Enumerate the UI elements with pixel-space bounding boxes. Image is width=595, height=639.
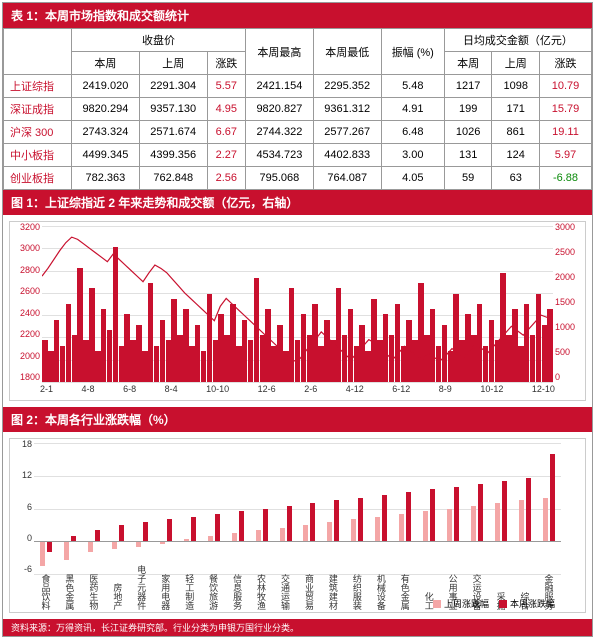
chart1-plot xyxy=(42,226,553,382)
table-row: 沪深 3002743.3242571.6746.672744.3222577.2… xyxy=(4,121,592,144)
th-vlw: 上周 xyxy=(492,52,540,75)
sector-group: 采掘 xyxy=(489,443,513,574)
sector-group: 房地产 xyxy=(106,443,130,574)
sector-group: 家用电器 xyxy=(154,443,178,574)
sector-group: 黑色金属 xyxy=(58,443,82,574)
sector-group: 食品饮料 xyxy=(34,443,58,574)
sector-group: 有色金属 xyxy=(393,443,417,574)
chart1-title: 图 1：上证综指近 2 年来走势和成交额（亿元，右轴） xyxy=(3,190,592,215)
chart1-yright: 300025002000150010005000 xyxy=(555,222,583,382)
th-amp: 振幅 (%) xyxy=(381,29,444,75)
th-vtw: 本周 xyxy=(444,52,492,75)
table-row: 深证成指9820.2949357.1304.959820.8279361.312… xyxy=(4,98,592,121)
report-container: 表 1：本周市场指数和成交额统计 收盘价 本周最高 本周最低 振幅 (%) 日均… xyxy=(2,2,593,637)
chart2-yleft: 181260-6 xyxy=(12,439,32,574)
th-chg: 涨跌 xyxy=(207,52,245,75)
sector-group: 交运设备 xyxy=(465,443,489,574)
chart2-legend: 上周涨跌幅 本周涨跌幅 xyxy=(433,597,555,610)
chart1-area: 32003000280026002400220020001800 3000250… xyxy=(3,215,592,407)
sector-group: 农林牧渔 xyxy=(250,443,274,574)
sector-group: 商业贸易 xyxy=(297,443,321,574)
legend-last: 上周涨跌幅 xyxy=(444,597,489,610)
sector-group: 电子元器件 xyxy=(130,443,154,574)
th-vchg: 涨跌 xyxy=(540,52,592,75)
sector-group: 交通运输 xyxy=(274,443,298,574)
table-row: 创业板指782.363762.8482.56795.068764.0874.05… xyxy=(4,167,592,190)
th-tw: 本周 xyxy=(71,52,139,75)
table-row: 中小板指4499.3454399.3562.274534.7234402.833… xyxy=(4,144,592,167)
sector-group: 信息服务 xyxy=(226,443,250,574)
sector-group: 金融服务 xyxy=(537,443,561,574)
table1-title: 表 1：本周市场指数和成交额统计 xyxy=(3,3,592,28)
sector-group: 纺织服装 xyxy=(345,443,369,574)
chart2-plot: 食品饮料黑色金属医药生物房地产电子元器件家用电器轻工制造餐饮旅游信息服务农林牧渔… xyxy=(34,443,561,574)
th-low: 本周最低 xyxy=(313,29,381,75)
chart2-title: 图 2：本周各行业涨跌幅（%） xyxy=(3,407,592,432)
sector-group: 建筑建材 xyxy=(321,443,345,574)
footnote: 资料来源：万得资讯，长江证券研究部。行业分类为申银万国行业分类。 xyxy=(3,619,592,636)
th-lw: 上周 xyxy=(139,52,207,75)
sector-group: 化工 xyxy=(417,443,441,574)
chart2-area: 181260-6 食品饮料黑色金属医药生物房地产电子元器件家用电器轻工制造餐饮旅… xyxy=(3,432,592,619)
sector-group: 餐饮旅游 xyxy=(202,443,226,574)
th-vol: 日均成交金额（亿元） xyxy=(444,29,591,52)
chart1-xaxis: 2-14-86-88-410-1012-62-64-126-128-910-12… xyxy=(40,384,555,400)
sector-group: 综合 xyxy=(513,443,537,574)
index-table: 收盘价 本周最高 本周最低 振幅 (%) 日均成交金额（亿元） 本周 上周 涨跌… xyxy=(3,28,592,190)
legend-this: 本周涨跌幅 xyxy=(510,597,555,610)
sector-group: 轻工制造 xyxy=(178,443,202,574)
th-high: 本周最高 xyxy=(245,29,313,75)
sector-group: 机械设备 xyxy=(369,443,393,574)
th-close: 收盘价 xyxy=(71,29,245,52)
sector-group: 医药生物 xyxy=(82,443,106,574)
table-row: 上证综指2419.0202291.3045.572421.1542295.352… xyxy=(4,75,592,98)
chart1-yleft: 32003000280026002400220020001800 xyxy=(12,222,40,382)
sector-group: 公用事业 xyxy=(441,443,465,574)
